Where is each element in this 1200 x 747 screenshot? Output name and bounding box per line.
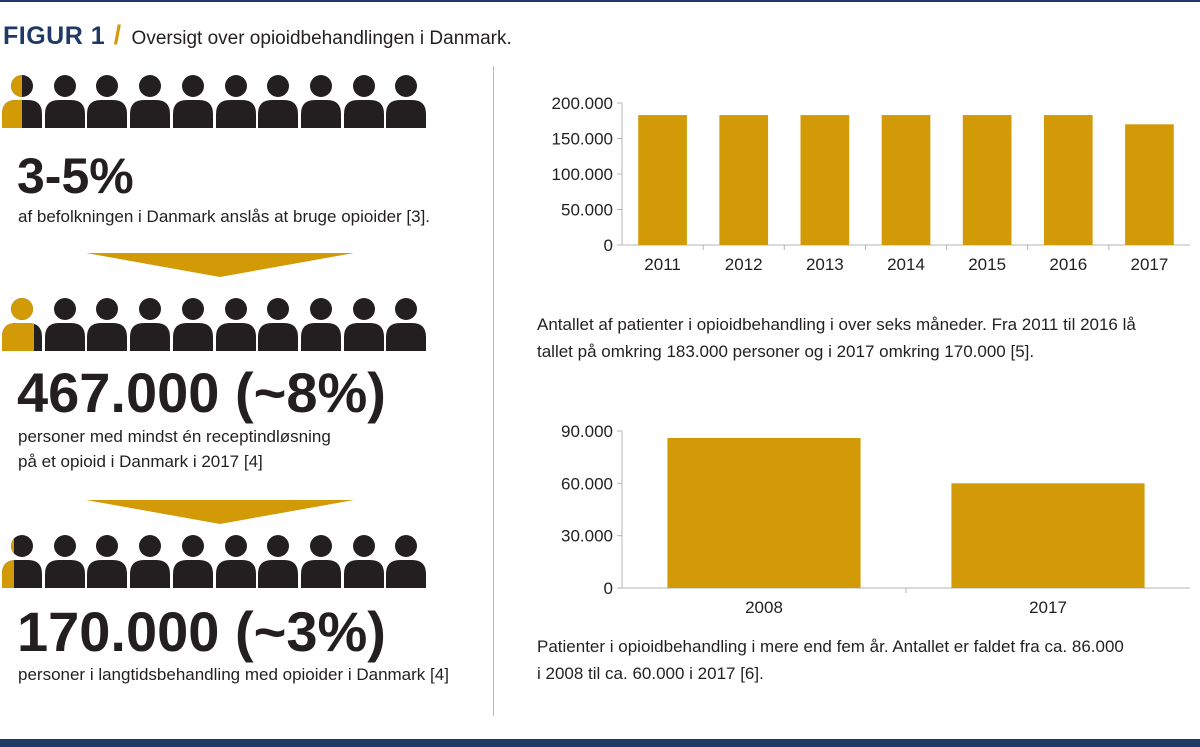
stat-description-line: personer med mindst én receptindløsning: [18, 427, 331, 446]
chart-caption-five-years: Patienter i opioidbehandling i mere end …: [537, 633, 1124, 687]
caption-line: Patienter i opioidbehandling i mere end …: [537, 637, 1124, 656]
person-icon: [343, 298, 384, 351]
person-icon: [87, 298, 128, 351]
person-icon: [215, 298, 256, 351]
bar-2013: [800, 115, 850, 245]
caption-line: i 2008 til ca. 60.000 i 2017 [6].: [537, 664, 764, 683]
stat-description-line: af befolkningen i Danmark anslås at brug…: [18, 207, 431, 226]
bar-chart-five-years: 0 30.000 60.000 90.000 2008 2017: [561, 422, 1190, 617]
caption-line: tallet på omkring 183.000 personer og i …: [537, 342, 1035, 361]
x-tick-label: 2013: [806, 255, 844, 274]
person-icon: [44, 298, 85, 351]
figure-title: FIGUR 1 / Oversigt over opioidbehandling…: [3, 20, 512, 51]
person-icon: [2, 535, 42, 588]
person-icon: [215, 535, 256, 588]
person-icon: [215, 75, 256, 128]
person-icon: [2, 75, 42, 128]
column-divider: [493, 66, 494, 716]
person-icon: [300, 298, 341, 351]
person-icon: [172, 535, 213, 588]
person-icon: [130, 535, 171, 588]
person-icon: [343, 75, 384, 128]
y-tick-label: 50.000: [561, 201, 613, 220]
stat-value-longterm: 170.000 (~3%): [17, 600, 386, 663]
person-icon: [258, 298, 299, 351]
bar-2012: [719, 115, 769, 245]
top-rule: [0, 0, 1200, 2]
stat-description-population: af befolkningen i Danmark anslås at brug…: [18, 204, 430, 229]
person-icon: [172, 75, 213, 128]
people-row-prescription: [0, 293, 430, 353]
x-tick-label: 2012: [725, 255, 763, 274]
stat-description-line: på et opioid i Danmark i 2017 [4]: [18, 452, 263, 471]
bar-2016: [1043, 115, 1093, 245]
stat-value-population: 3-5%: [17, 148, 134, 204]
person-icon: [130, 298, 171, 351]
y-tick-label: 90.000: [561, 422, 613, 441]
bottom-rule: [0, 739, 1200, 747]
bar-2017: [951, 483, 1145, 588]
y-tick-label: 30.000: [561, 527, 613, 546]
figure-subtitle: Oversigt over opioidbehandlingen i Danma…: [131, 28, 512, 49]
y-tick-label: 150.000: [552, 130, 613, 149]
down-arrow-icon: [86, 500, 354, 524]
stat-description-prescription: personer med mindst én receptindløsning …: [18, 424, 331, 474]
bar-2008: [667, 437, 861, 588]
down-arrow-icon: [86, 253, 354, 277]
person-icon: [258, 75, 299, 128]
person-icon: [258, 535, 299, 588]
bar-chart-six-months: 0 50.000 100.000 150.000 200.000 2011 2012 2013…: [552, 94, 1190, 274]
person-icon: [172, 298, 213, 351]
bar-2015: [962, 115, 1012, 245]
chart-caption-six-months: Antallet af patienter i opioidbehandling…: [537, 311, 1136, 365]
person-icon: [2, 298, 42, 351]
person-icon: [343, 535, 384, 588]
x-tick-label: 2008: [745, 598, 783, 617]
bar-2011: [638, 115, 687, 245]
person-icon: [130, 75, 171, 128]
x-tick-label: 2017: [1131, 255, 1169, 274]
x-tick-label: 2014: [887, 255, 925, 274]
person-icon: [300, 535, 341, 588]
stat-description-line: personer i langtidsbehandling med opioid…: [18, 665, 449, 684]
person-icon: [386, 535, 427, 588]
x-tick-label: 2011: [644, 255, 681, 274]
stat-value-prescription: 467.000 (~8%): [17, 361, 386, 424]
person-icon: [44, 535, 85, 588]
person-icon: [386, 75, 427, 128]
x-tick-label: 2017: [1029, 598, 1067, 617]
caption-line: Antallet af patienter i opioidbehandling…: [537, 315, 1136, 334]
y-tick-label: 100.000: [552, 165, 613, 184]
people-row-general-population: [0, 70, 430, 130]
person-icon: [87, 75, 128, 128]
y-tick-label: 0: [604, 579, 613, 598]
person-icon: [87, 535, 128, 588]
figure-slash: /: [113, 20, 122, 50]
person-icon: [44, 75, 85, 128]
people-row-longterm: [0, 530, 430, 590]
y-tick-label: 60.000: [561, 474, 613, 493]
x-tick-label: 2015: [968, 255, 1006, 274]
person-icon: [386, 298, 427, 351]
figure-label: FIGUR 1: [3, 22, 106, 50]
stat-description-longterm: personer i langtidsbehandling med opioid…: [18, 662, 449, 687]
x-tick-label: 2016: [1049, 255, 1087, 274]
bar-2014: [881, 115, 931, 245]
person-icon: [300, 75, 341, 128]
y-tick-label: 0: [604, 236, 613, 255]
bar-2017: [1125, 124, 1174, 245]
y-tick-label: 200.000: [552, 94, 613, 113]
